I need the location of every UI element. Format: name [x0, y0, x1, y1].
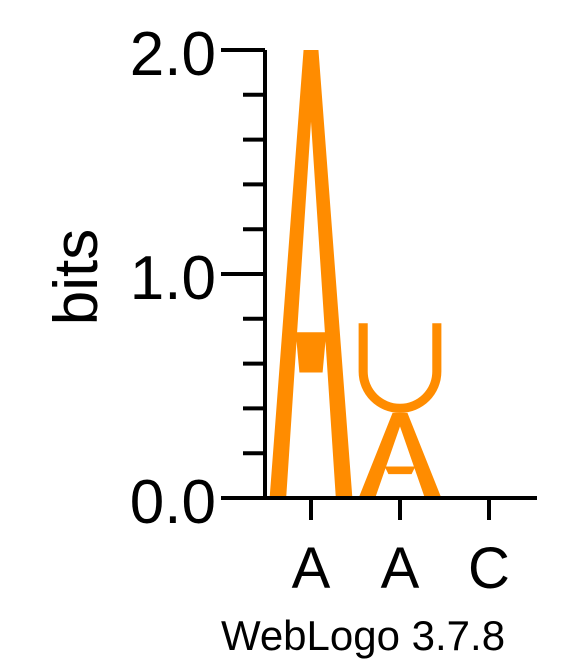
- y-tick-label: 2.0: [130, 20, 216, 89]
- y-axis-label: bits: [42, 229, 111, 325]
- x-tick-label: C: [468, 536, 510, 601]
- y-tick-label: 1.0: [130, 244, 216, 313]
- y-tick-label: 0.0: [130, 468, 216, 537]
- logo-letter-a: [358, 412, 442, 498]
- y-axis-group: 0.0 1.0 2.0: [130, 20, 267, 537]
- x-tick-label: A: [292, 536, 331, 601]
- x-tick-label: A: [381, 536, 420, 601]
- logo-letter-a: [269, 50, 353, 498]
- weblogo-credit: WebLogo 3.7.8: [221, 612, 505, 659]
- logo-letter-u: [358, 323, 442, 413]
- letter-stacks: [269, 50, 442, 498]
